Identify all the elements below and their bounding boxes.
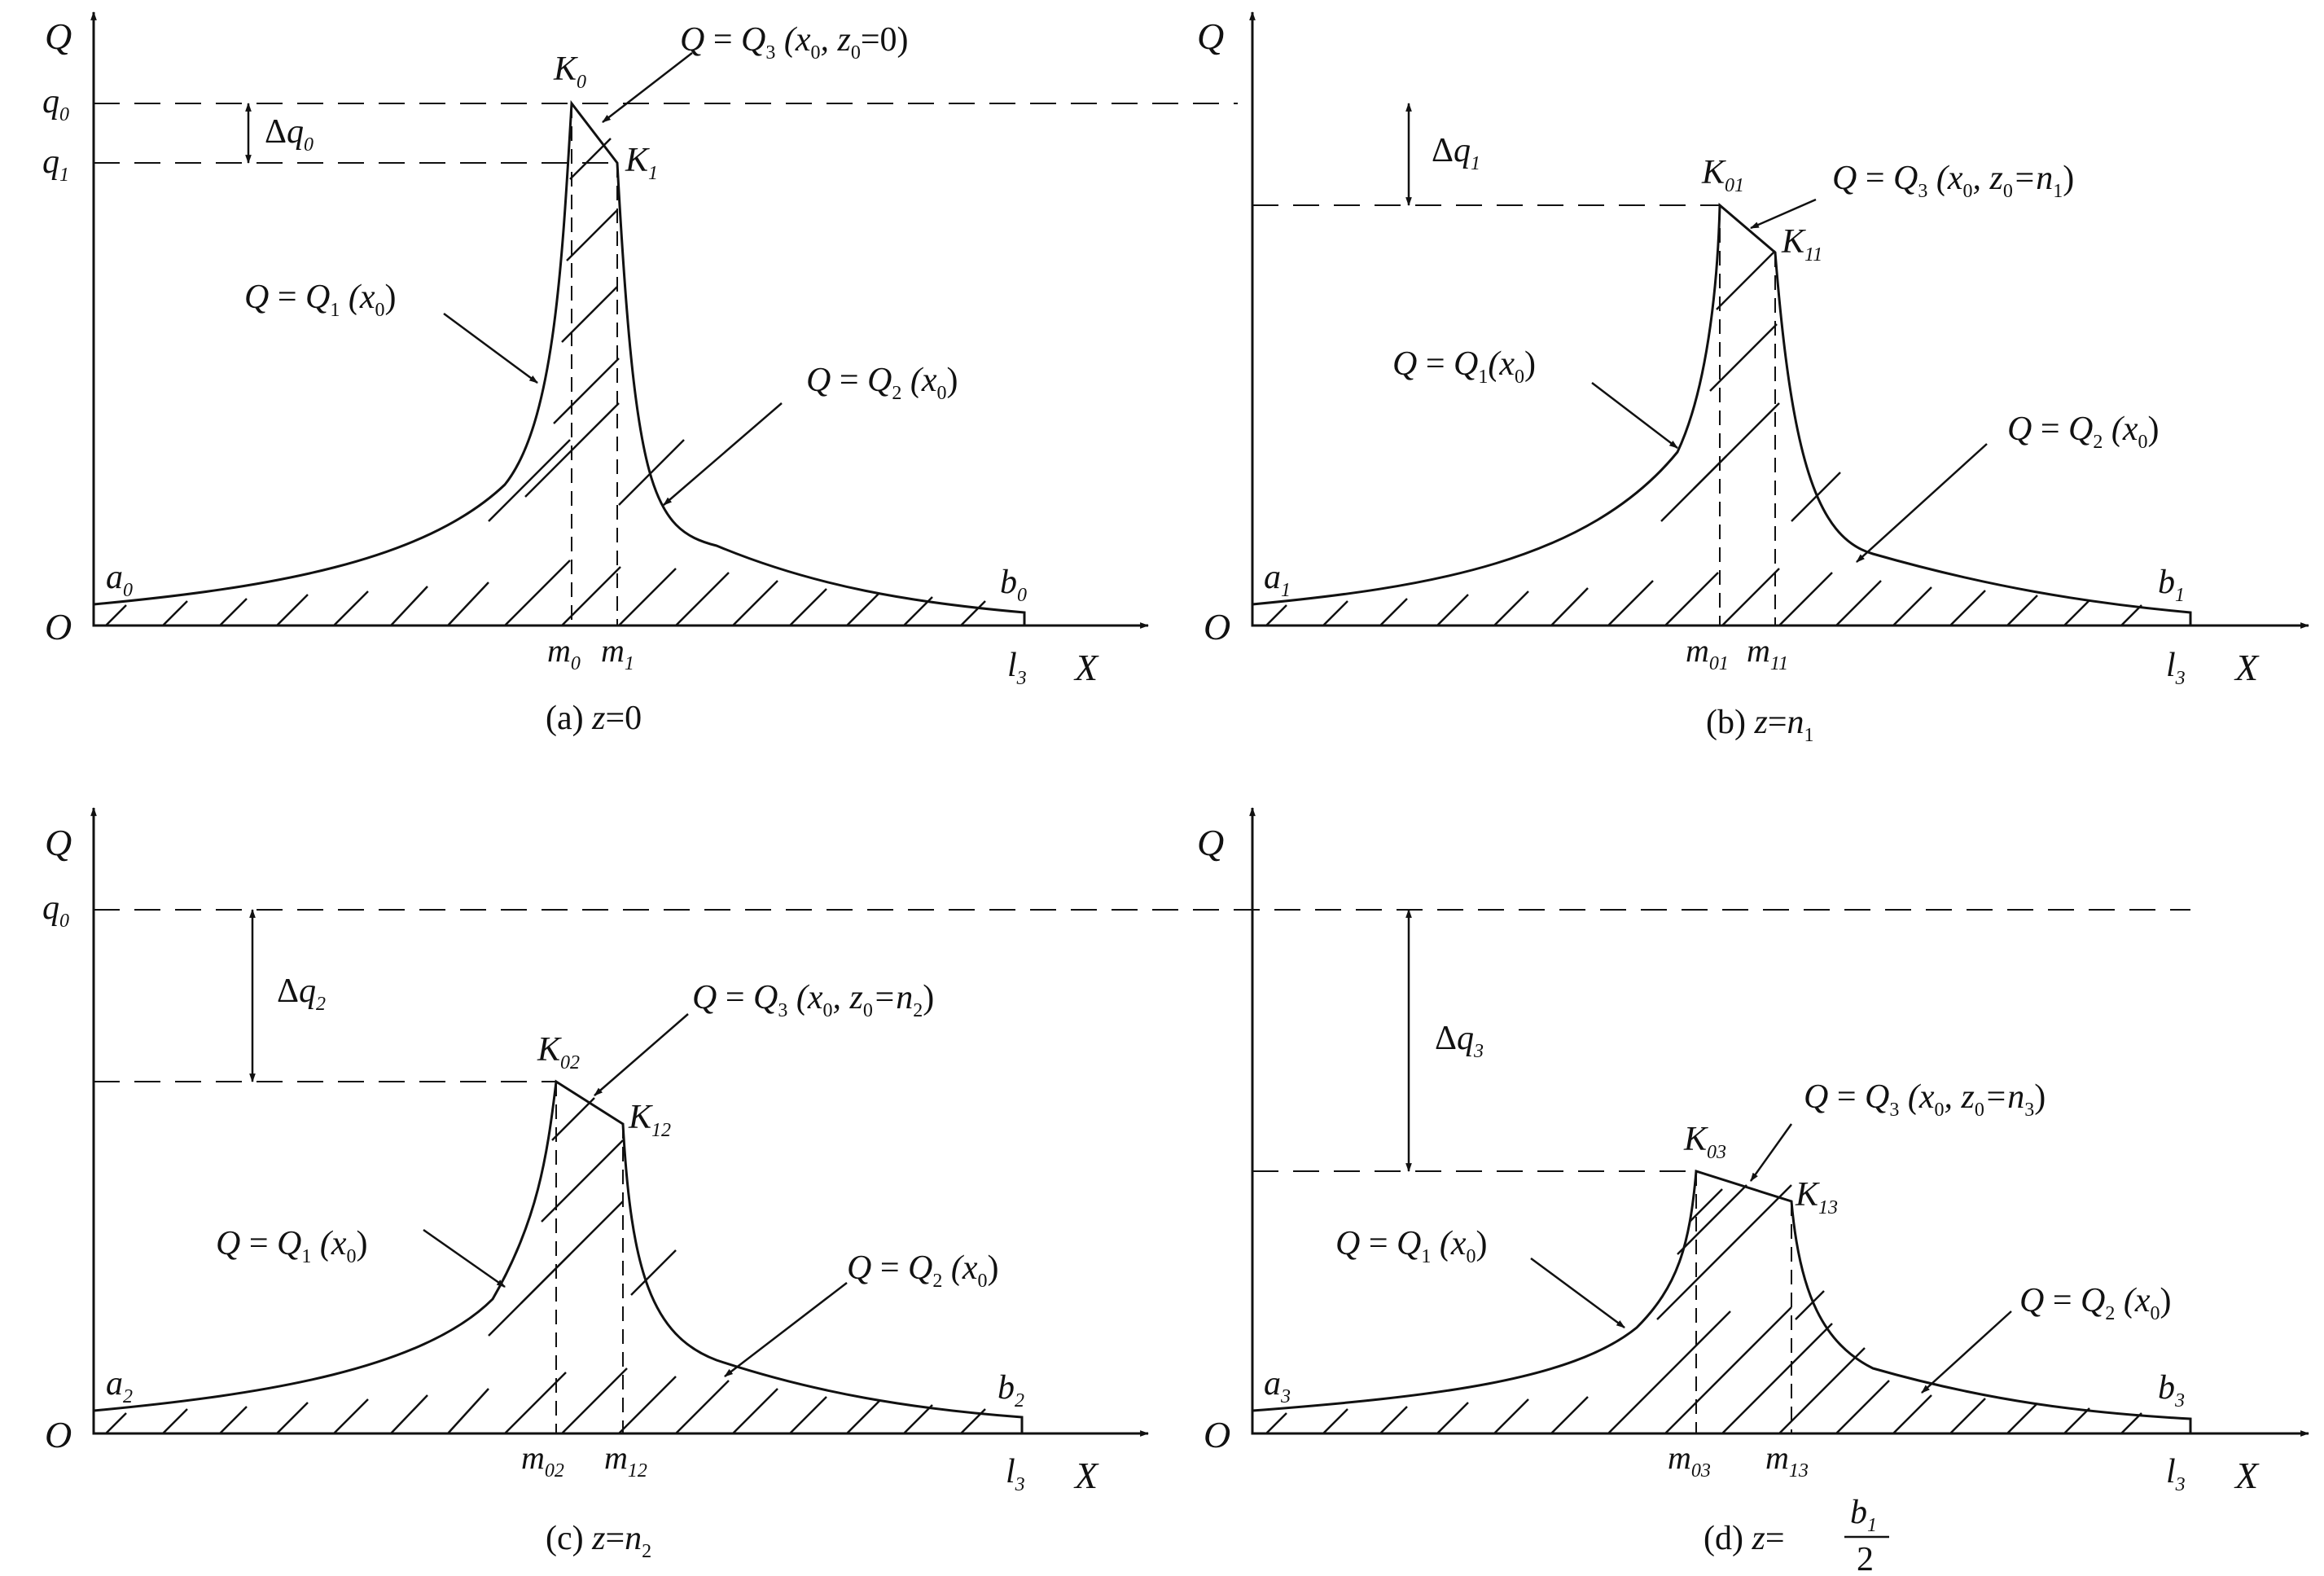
panel-d-curve3-leader bbox=[1749, 1123, 1793, 1182]
panel-d-curve1-label: Q = Q1 (x0) bbox=[1335, 1225, 1488, 1267]
panel-b-curve3-leader bbox=[1749, 198, 1817, 230]
panel-b-hatching bbox=[1265, 250, 2142, 626]
panel-a-step-label: K1 bbox=[625, 142, 658, 184]
panel-d-hatching bbox=[1265, 1184, 2142, 1434]
panel-b-x-axis-label: X bbox=[2234, 647, 2260, 688]
panel-d-caption-numerator: b1 bbox=[1850, 1494, 1877, 1536]
panel-d-curve3-label: Q = Q3 (x0, z0=n3) bbox=[1804, 1078, 2046, 1121]
panel-a-q1-label: q1 bbox=[42, 143, 69, 186]
panel-c-hatching bbox=[105, 1097, 986, 1434]
panel-a-hatching bbox=[105, 138, 986, 626]
panel-d-step-label: K13 bbox=[1795, 1176, 1838, 1218]
panel-a-y-axis-label: Q bbox=[45, 15, 72, 57]
panel-b-curve2-label: Q = Q2 (x0) bbox=[2007, 410, 2160, 453]
panel-b-caption: (b) z=n1 bbox=[1706, 704, 1814, 746]
panel-b-curve1-leader bbox=[1591, 382, 1678, 449]
panel-b-m-left-label: m01 bbox=[1686, 632, 1729, 674]
panel-a-origin-label: O bbox=[45, 606, 72, 648]
panel-c-peak-label: K02 bbox=[537, 1031, 580, 1073]
panel-d-start-label: a3 bbox=[1264, 1365, 1291, 1407]
panel-b-curve1-label: Q = Q1(x0) bbox=[1392, 345, 1536, 388]
panel-b-m-right-label: m11 bbox=[1747, 632, 1788, 674]
panel-a-m-left-label: m0 bbox=[547, 632, 581, 674]
panel-c-curve2-leader bbox=[724, 1282, 848, 1377]
panel-a-xend-label: l3 bbox=[1007, 647, 1027, 689]
panel-d-caption-var: z bbox=[1751, 1520, 1765, 1557]
panel-a-peak-label: K0 bbox=[553, 50, 586, 93]
panel-b: Q X O Δq1 a1 b1 l3 K01 K11 m01 m11 Q = Q… bbox=[1197, 11, 2310, 746]
panel-d-m-right-label: m13 bbox=[1765, 1439, 1809, 1482]
panel-c: Q X O q0 Δq2 a2 b2 l3 K02 K12 m02 m12 Q … bbox=[42, 806, 2190, 1562]
panel-d-xend-label: l3 bbox=[2166, 1453, 2186, 1495]
panel-b-step-label: K11 bbox=[1781, 223, 1822, 266]
panel-d-y-axis-label: Q bbox=[1197, 822, 1224, 863]
panel-c-x-axis-label: X bbox=[1073, 1455, 1099, 1496]
panel-c-curve2-label: Q = Q2 (x0) bbox=[847, 1249, 999, 1292]
panel-c-q0-label: q0 bbox=[42, 889, 69, 932]
panel-d: Q X O Δq3 a3 b3 l3 K03 K13 m03 m13 Q = Q… bbox=[1197, 806, 2310, 1576]
panel-d-peak-label: K03 bbox=[1683, 1121, 1726, 1163]
panel-a-curve3-leader bbox=[602, 52, 693, 123]
panel-d-caption-prefix: (d) bbox=[1704, 1520, 1752, 1557]
panel-a-x-axis-label: X bbox=[1073, 647, 1099, 688]
svg-text:(d) z=: (d) z= bbox=[1704, 1520, 1785, 1557]
panel-b-start-label: a1 bbox=[1264, 559, 1291, 601]
panel-a-delta-label: Δq0 bbox=[265, 113, 314, 156]
panel-b-xend-label: l3 bbox=[2166, 647, 2186, 689]
panel-c-end-label: b2 bbox=[998, 1369, 1024, 1411]
panel-a-curve2-label: Q = Q2 (x0) bbox=[806, 362, 958, 404]
panel-c-m-left-label: m02 bbox=[521, 1439, 564, 1482]
panel-a: Q X O q0 q1 Δq0 a0 b0 l3 K0 K1 m0 m1 Q =… bbox=[42, 11, 1238, 737]
panel-a-q0-label: q0 bbox=[42, 83, 69, 125]
panel-c-delta-label: Δq2 bbox=[277, 972, 326, 1015]
panel-a-m-right-label: m1 bbox=[601, 632, 634, 674]
panel-d-caption: (d) z= b1 2 bbox=[1704, 1494, 1889, 1576]
panel-b-delta-label: Δq1 bbox=[1432, 132, 1480, 174]
panel-b-curve3-label: Q = Q3 (x0, z0=n1) bbox=[1832, 160, 2074, 202]
panel-c-origin-label: O bbox=[45, 1414, 72, 1455]
panel-d-caption-eq: = bbox=[1765, 1520, 1785, 1557]
panel-c-step-label: K12 bbox=[628, 1099, 671, 1141]
panel-c-xend-label: l3 bbox=[1006, 1453, 1025, 1495]
panel-d-caption-denominator: 2 bbox=[1857, 1541, 1874, 1576]
panel-d-x-axis-label: X bbox=[2234, 1455, 2260, 1496]
panel-a-caption: (a) z=0 bbox=[546, 700, 642, 737]
panel-c-curve3-label: Q = Q3 (x0, z0=n2) bbox=[692, 979, 934, 1021]
panel-b-peak-label: K01 bbox=[1701, 154, 1744, 196]
panel-b-y-axis-label: Q bbox=[1197, 15, 1224, 57]
panel-c-curve1-leader bbox=[423, 1228, 506, 1288]
panel-d-curve2-leader bbox=[1921, 1310, 2012, 1394]
panel-d-origin-label: O bbox=[1204, 1414, 1230, 1455]
panel-d-end-label: b3 bbox=[2158, 1369, 2185, 1411]
panel-d-curve2-label: Q = Q2 (x0) bbox=[2019, 1282, 2172, 1324]
panel-b-curve2-leader bbox=[1856, 443, 1988, 563]
panel-c-caption: (c) z=n2 bbox=[546, 1520, 651, 1562]
panel-d-delta-label: Δq3 bbox=[1435, 1020, 1484, 1062]
panel-c-start-label: a2 bbox=[106, 1365, 133, 1407]
panel-c-m-right-label: m12 bbox=[604, 1439, 647, 1482]
panel-d-curve1-leader bbox=[1530, 1257, 1625, 1329]
panel-a-curve2-leader bbox=[663, 402, 783, 506]
panel-c-y-axis-label: Q bbox=[45, 822, 72, 863]
panel-a-curve3-label: Q = Q3 (x0, z0=0) bbox=[680, 21, 909, 64]
panel-a-end-label: b0 bbox=[1000, 564, 1027, 606]
panel-a-start-label: a0 bbox=[106, 559, 133, 601]
panel-b-end-label: b1 bbox=[2158, 564, 2185, 606]
panel-a-curve1-label: Q = Q1 (x0) bbox=[244, 279, 397, 321]
panel-c-curve3-leader bbox=[594, 1013, 689, 1096]
panel-a-shape bbox=[92, 99, 1026, 627]
panel-b-origin-label: O bbox=[1204, 606, 1230, 648]
panel-c-curve1-label: Q = Q1 (x0) bbox=[216, 1225, 368, 1267]
panel-d-m-left-label: m03 bbox=[1668, 1439, 1711, 1482]
panel-a-curve1-leader bbox=[443, 312, 538, 384]
